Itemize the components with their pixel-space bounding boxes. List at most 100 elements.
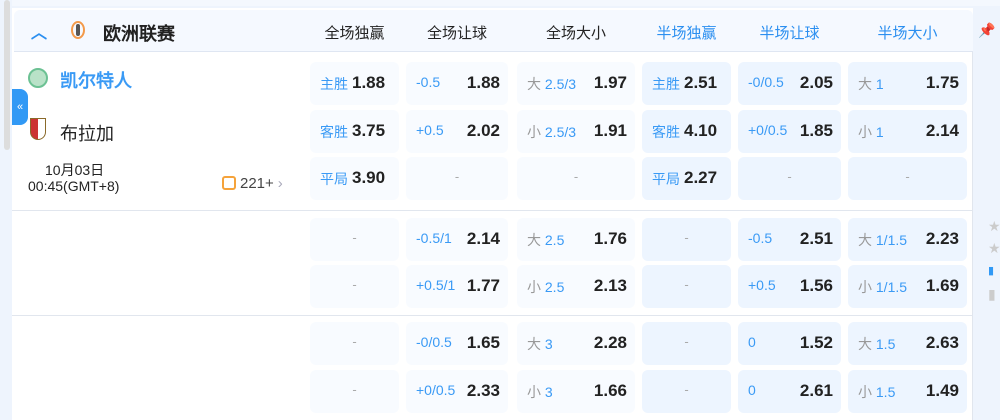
odds-value: 1.88 xyxy=(466,73,500,92)
odds-cell[interactable]: 小 3 1.66 xyxy=(517,370,635,413)
odds-cell[interactable]: - xyxy=(642,370,731,413)
odds-cell[interactable]: +0/0.5 1.85 xyxy=(738,110,841,153)
over-under-label: 大 xyxy=(858,76,872,92)
over-under-label: 小 xyxy=(527,279,541,295)
empty-odds: - xyxy=(352,230,357,245)
divider xyxy=(12,210,973,211)
odds-cell[interactable]: 大 1 1.75 xyxy=(848,62,967,105)
odds-value: 1.56 xyxy=(799,276,833,295)
odds-cell[interactable]: 平局 2.27 xyxy=(642,157,731,200)
empty-odds: - xyxy=(352,277,357,292)
odds-value: 2.14 xyxy=(925,121,959,140)
odds-cell[interactable]: - xyxy=(517,157,635,200)
over-under-label: 小 xyxy=(527,384,541,400)
odds-cell[interactable]: +0.5 1.56 xyxy=(738,265,841,308)
away-team-name[interactable]: 布拉加 xyxy=(60,124,114,144)
odds-value: 1.52 xyxy=(799,333,833,352)
odds-cell[interactable]: -0/0.5 1.65 xyxy=(406,322,508,365)
odds-value: 3.90 xyxy=(352,168,386,187)
chevron-right-icon: › xyxy=(277,175,283,192)
line-value: 2.5/3 xyxy=(544,76,577,92)
line-value: 1/1.5 xyxy=(875,232,908,248)
europa-league-logo-icon xyxy=(71,21,85,39)
odds-cell[interactable]: 小 2.5/3 1.91 xyxy=(517,110,635,153)
more-markets-link[interactable]: 221+ › xyxy=(222,175,283,192)
odds-value: 2.28 xyxy=(593,333,627,352)
home-team-name[interactable]: 凯尔特人 xyxy=(60,71,132,91)
odds-cell[interactable]: 客胜 3.75 xyxy=(310,110,399,153)
expand-sidebar-button[interactable]: « xyxy=(12,89,28,125)
odds-cell[interactable]: 大 2.5 1.76 xyxy=(517,218,635,261)
odds-value: 2.51 xyxy=(684,73,718,92)
column-header: 全场让球 xyxy=(426,25,488,42)
odds-cell[interactable]: 大 1/1.5 2.23 xyxy=(848,218,967,261)
odds-cell[interactable]: 大 1.5 2.63 xyxy=(848,322,967,365)
match-date: 10月03日 xyxy=(45,162,105,178)
odds-cell[interactable]: - xyxy=(738,157,841,200)
odds-cell[interactable]: 平局 3.90 xyxy=(310,157,399,200)
line-value: 2.5 xyxy=(544,279,565,295)
handicap-line: +0/0.5 xyxy=(748,122,788,138)
odds-cell[interactable]: - xyxy=(310,322,399,365)
odds-cell[interactable]: 小 1/1.5 1.69 xyxy=(848,265,967,308)
odds-cell[interactable]: 0 1.52 xyxy=(738,322,841,365)
over-under-label: 小 xyxy=(858,124,872,140)
odds-cell[interactable]: -0.5 1.88 xyxy=(406,62,508,105)
outcome-label: 客胜 xyxy=(320,124,348,140)
odds-cell[interactable]: 主胜 1.88 xyxy=(310,62,399,105)
handicap-line: +0.5 xyxy=(748,277,776,293)
odds-cell[interactable]: - xyxy=(310,370,399,413)
empty-odds: - xyxy=(352,334,357,349)
handicap-line: +0.5 xyxy=(416,122,444,138)
column-header: 半场让球 xyxy=(759,25,820,42)
handicap-line: -0.5 xyxy=(748,230,773,246)
odds-cell[interactable]: - xyxy=(406,157,508,200)
line-value: 1/1.5 xyxy=(875,279,908,295)
odds-cell[interactable]: - xyxy=(642,218,731,261)
odds-cell[interactable]: +0.5 2.02 xyxy=(406,110,508,153)
odds-cell[interactable]: 小 1.5 1.49 xyxy=(848,370,967,413)
collapse-chevron-icon[interactable]: ︿ xyxy=(31,25,48,42)
odds-cell[interactable]: 主胜 2.51 xyxy=(642,62,731,105)
odds-cell[interactable]: - xyxy=(642,322,731,365)
favorite-star-icon[interactable]: ★ xyxy=(988,218,1000,234)
line-value: 3 xyxy=(544,336,553,352)
odds-cell[interactable]: 0 2.61 xyxy=(738,370,841,413)
favorite-star-icon[interactable]: ★ xyxy=(988,240,1000,256)
odds-cell[interactable]: +0.5/1 1.77 xyxy=(406,265,508,308)
odds-cell[interactable]: -0.5 2.51 xyxy=(738,218,841,261)
odds-cell[interactable]: - xyxy=(848,157,967,200)
odds-cell[interactable]: -0/0.5 2.05 xyxy=(738,62,841,105)
over-under-label: 小 xyxy=(527,124,541,140)
live-icon[interactable]: ▮ xyxy=(988,265,995,277)
odds-cell[interactable]: 大 2.5/3 1.97 xyxy=(517,62,635,105)
odds-cell[interactable]: - xyxy=(310,265,399,308)
odds-cell[interactable]: - xyxy=(642,265,731,308)
odds-cell[interactable]: 大 3 2.28 xyxy=(517,322,635,365)
odds-value: 3.75 xyxy=(352,121,386,140)
odds-cell[interactable]: 小 2.5 2.13 xyxy=(517,265,635,308)
pin-icon[interactable]: 📌 xyxy=(978,22,996,38)
empty-odds: - xyxy=(352,382,357,397)
stats-icon[interactable]: ▮ xyxy=(988,286,996,302)
over-under-label: 小 xyxy=(858,279,872,295)
odds-value: 2.61 xyxy=(799,381,833,400)
odds-cell[interactable]: 客胜 4.10 xyxy=(642,110,731,153)
odds-cell[interactable]: -0.5/1 2.14 xyxy=(406,218,508,261)
column-header: 全场大小 xyxy=(545,25,607,42)
scrollbar[interactable] xyxy=(4,0,10,150)
empty-odds: - xyxy=(684,277,689,292)
empty-odds: - xyxy=(905,169,910,184)
over-under-label: 大 xyxy=(527,336,541,352)
odds-cell[interactable]: 小 1 2.14 xyxy=(848,110,967,153)
column-header: 半场独赢 xyxy=(656,25,717,42)
odds-cell[interactable]: +0/0.5 2.33 xyxy=(406,370,508,413)
divider xyxy=(12,315,973,316)
empty-odds: - xyxy=(787,169,792,184)
odds-cell[interactable]: - xyxy=(310,218,399,261)
empty-odds: - xyxy=(573,169,579,184)
odds-value: 1.75 xyxy=(925,73,959,92)
outcome-label: 客胜 xyxy=(652,124,680,140)
odds-value: 2.14 xyxy=(466,229,500,248)
top-strip xyxy=(12,0,1000,6)
